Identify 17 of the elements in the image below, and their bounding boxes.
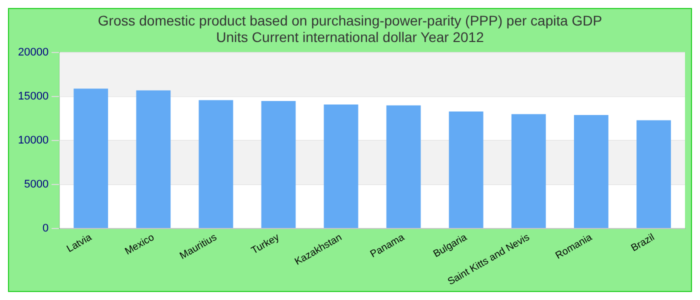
y-tick-label: 10000 [18, 134, 49, 147]
bar [636, 120, 671, 228]
y-tick-label: 20000 [18, 46, 49, 59]
bar [261, 100, 296, 228]
bar [136, 90, 171, 228]
x-tick-label: Latvia [65, 232, 94, 255]
y-tick-label: 15000 [18, 90, 49, 103]
bar [74, 88, 108, 228]
bar [574, 115, 608, 228]
bar [198, 100, 234, 228]
chart-title: Gross domestic product based on purchasing-power-parity (PPP) per capita GDP Units Current international dollar Year 2012 [98, 12, 602, 46]
bar [511, 114, 546, 228]
y-tick-label: 5000 [24, 178, 49, 191]
bar [324, 104, 358, 228]
y-tick-label: 0 [42, 222, 49, 235]
bar [386, 105, 421, 228]
bar [448, 112, 484, 228]
